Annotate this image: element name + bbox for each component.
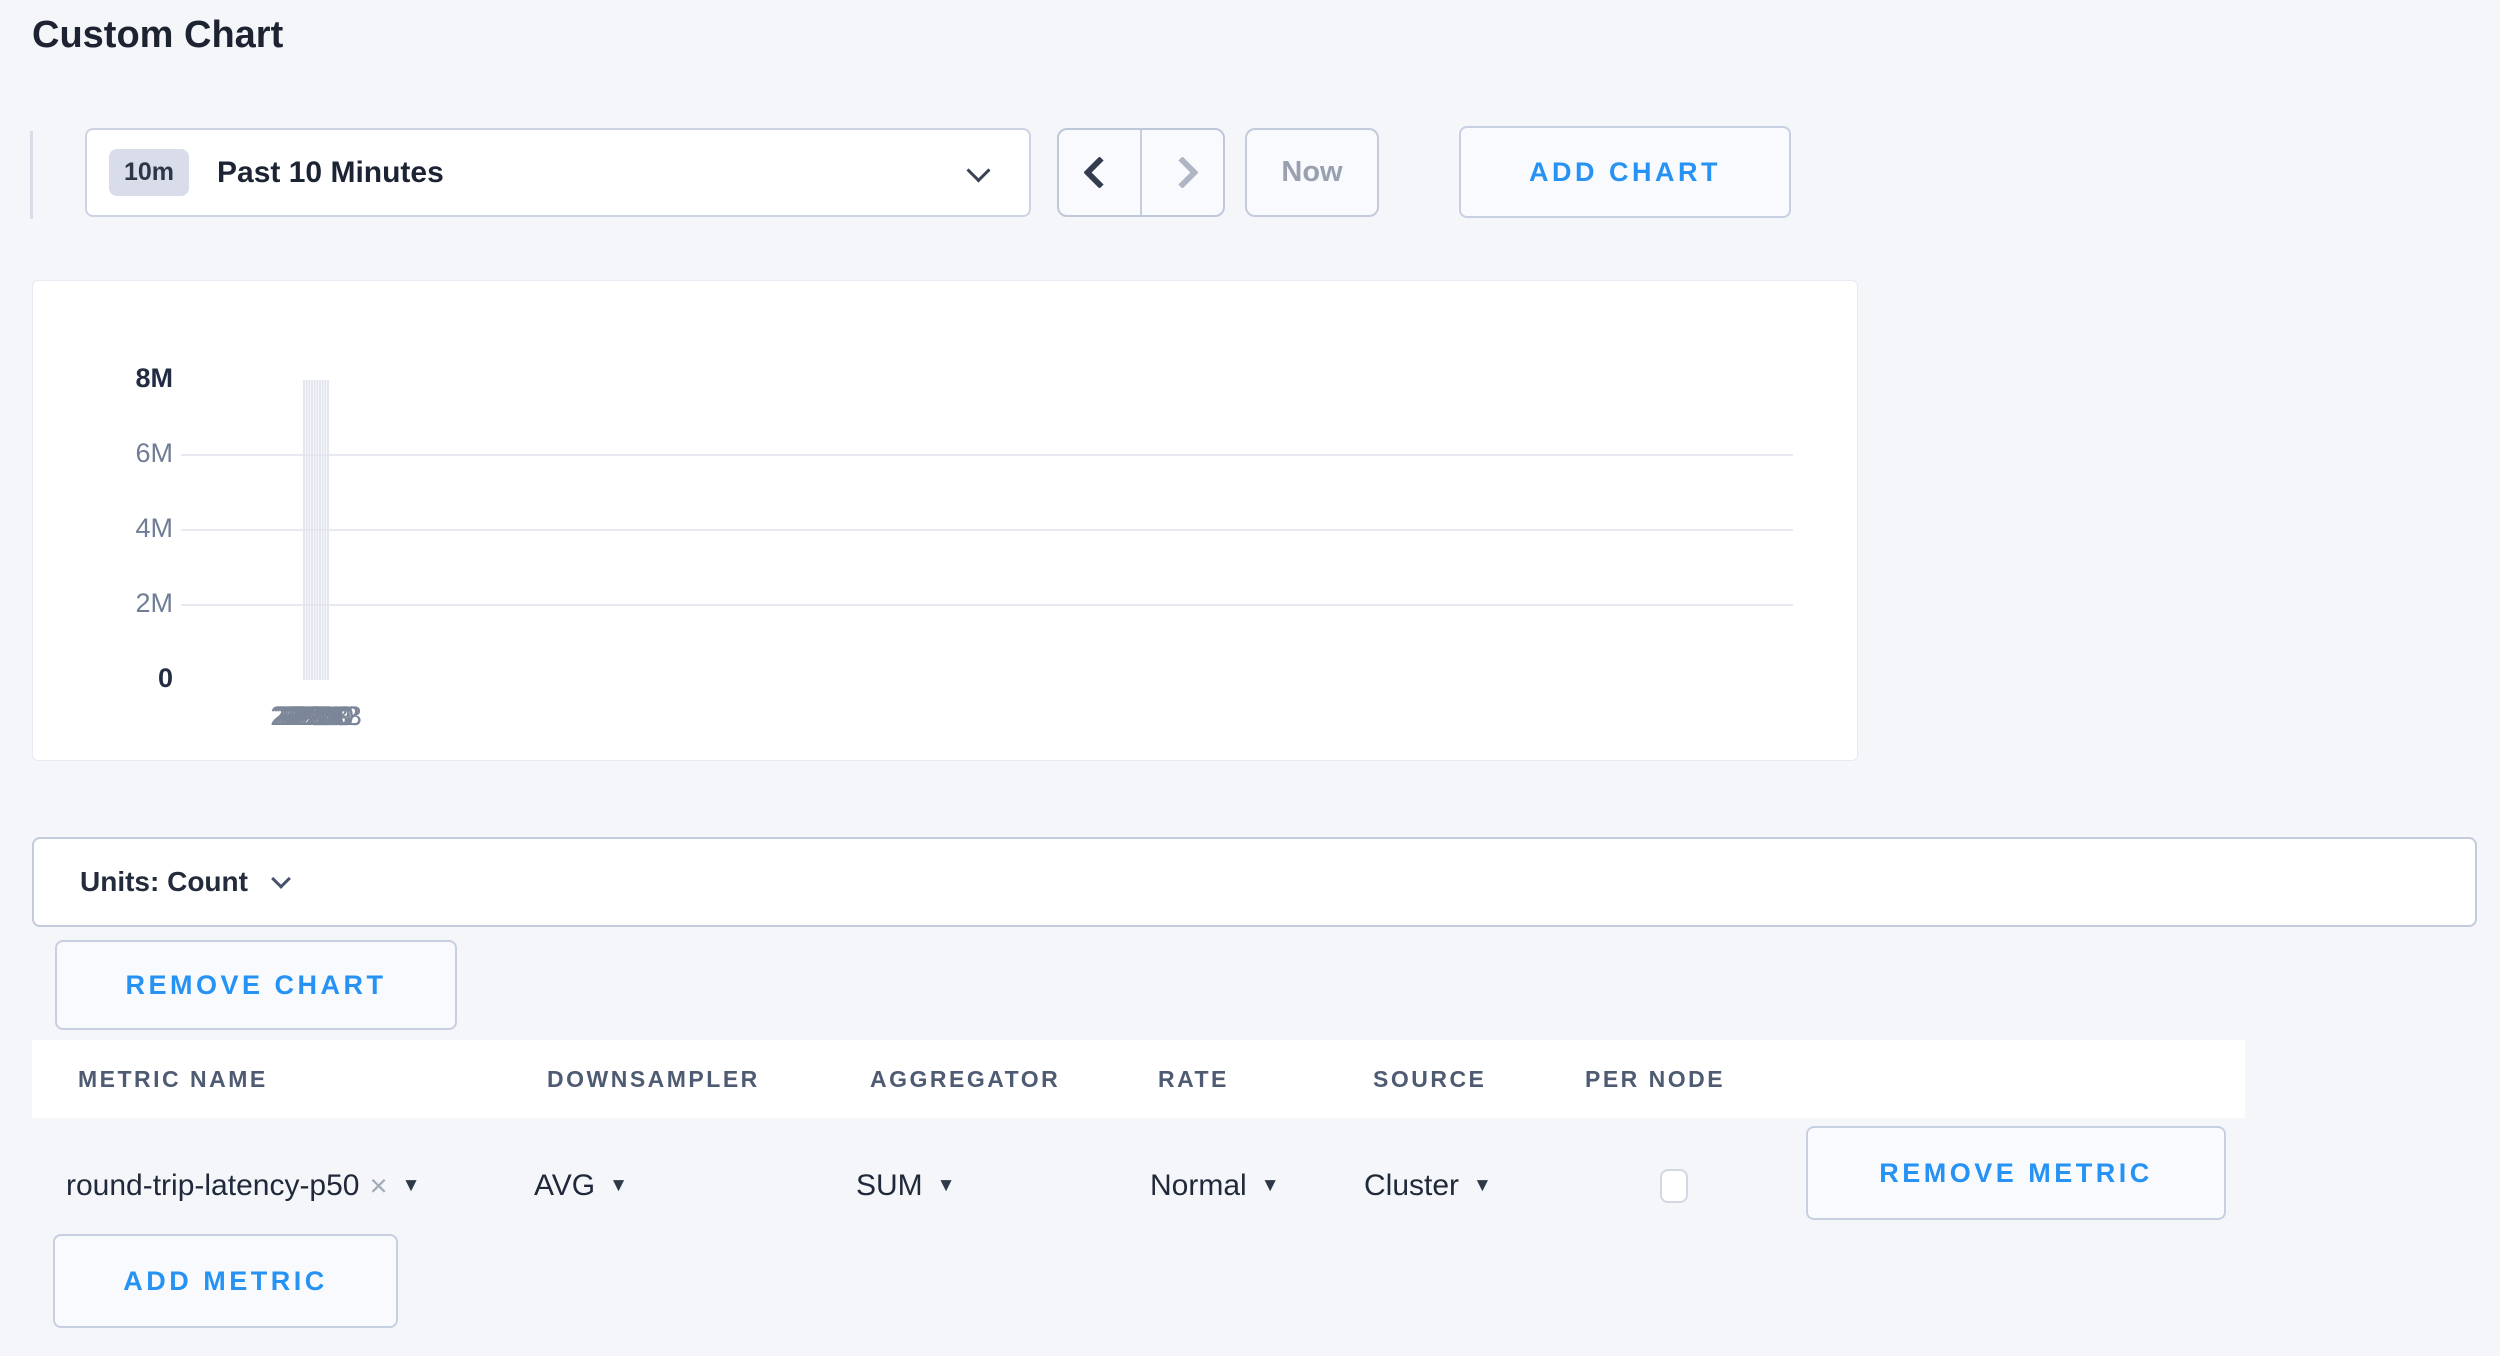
- metric-name-select[interactable]: round-trip-latency-p50 × ▼: [66, 1158, 420, 1214]
- svg-text:22:07: 22:07: [278, 701, 346, 731]
- metrics-chart[interactable]: 0 2M 4M 6M 8M 22:0422:0522:0622:0722:0822:092…: [33, 281, 1857, 760]
- svg-text:22:12: 22:12: [292, 701, 360, 731]
- column-metric-name: METRIC NAME: [78, 1065, 268, 1092]
- downsampler-value: AVG: [534, 1169, 596, 1202]
- per-node-checkbox[interactable]: [1660, 1169, 1688, 1203]
- source-select[interactable]: Cluster ▼: [1364, 1158, 1492, 1214]
- svg-text:4M: 4M: [135, 513, 173, 543]
- time-range-badge: 10m: [109, 149, 190, 196]
- time-nav-group: [1057, 128, 1225, 217]
- chevron-down-icon: [271, 869, 291, 889]
- units-label: Units: Count: [80, 866, 248, 897]
- column-source: SOURCE: [1373, 1065, 1487, 1092]
- svg-text:2M: 2M: [135, 588, 173, 618]
- downsampler-select[interactable]: AVG ▼: [534, 1158, 628, 1214]
- svg-text:22:04: 22:04: [270, 701, 338, 731]
- add-chart-button[interactable]: ADD CHART: [1459, 126, 1791, 218]
- svg-text:22:09: 22:09: [284, 701, 352, 731]
- chevron-down-icon: [966, 158, 991, 183]
- metrics-table-header: METRIC NAME DOWNSAMPLER AGGREGATOR RATE …: [32, 1040, 2245, 1118]
- time-range-select[interactable]: 10m Past 10 Minutes: [85, 128, 1031, 217]
- time-forward-button[interactable]: [1140, 130, 1223, 215]
- source-value: Cluster: [1364, 1169, 1460, 1202]
- aggregator-value: SUM: [856, 1169, 923, 1202]
- toolbar-divider: [30, 131, 33, 219]
- time-back-button[interactable]: [1059, 130, 1140, 215]
- caret-down-icon: ▼: [609, 1175, 628, 1196]
- rate-value: Normal: [1150, 1169, 1247, 1202]
- svg-text:22:06: 22:06: [276, 701, 344, 731]
- caret-down-icon: ▼: [936, 1175, 956, 1196]
- chart-card: 0 2M 4M 6M 8M 22:04 22:05 22:06 22:07 22:08 22:09 2…: [32, 280, 1858, 761]
- clear-metric-icon[interactable]: ×: [369, 1168, 388, 1203]
- column-downsampler: DOWNSAMPLER: [547, 1065, 760, 1092]
- svg-text:0: 0: [158, 663, 173, 693]
- svg-text:22:11: 22:11: [290, 701, 356, 731]
- column-per-node: PER NODE: [1585, 1065, 1726, 1092]
- page-title: Custom Chart: [32, 14, 284, 56]
- svg-text:22:05: 22:05: [273, 701, 341, 731]
- svg-text:22:13: 22:13: [294, 701, 362, 731]
- svg-text:22:08: 22:08: [281, 701, 349, 731]
- remove-metric-button[interactable]: REMOVE METRIC: [1806, 1126, 2226, 1220]
- chevron-right-icon: [1166, 156, 1199, 189]
- remove-chart-button[interactable]: REMOVE CHART: [55, 940, 457, 1030]
- svg-text:22:10: 22:10: [286, 701, 354, 731]
- units-select[interactable]: Units: Count: [32, 837, 2477, 927]
- chevron-left-icon: [1083, 156, 1116, 189]
- caret-down-icon: ▼: [1473, 1175, 1492, 1196]
- metric-row: round-trip-latency-p50 × ▼ AVG ▼ SUM ▼ N…: [0, 1126, 2500, 1220]
- svg-text:8M: 8M: [135, 363, 173, 393]
- caret-down-icon: ▼: [401, 1175, 421, 1196]
- rate-select[interactable]: Normal ▼: [1150, 1158, 1280, 1214]
- caret-down-icon: ▼: [1260, 1175, 1280, 1196]
- column-aggregator: AGGREGATOR: [870, 1065, 1061, 1092]
- aggregator-select[interactable]: SUM ▼: [856, 1158, 955, 1214]
- metric-name-value: round-trip-latency-p50: [66, 1169, 360, 1202]
- column-rate: RATE: [1158, 1065, 1229, 1092]
- svg-text:6M: 6M: [135, 438, 173, 468]
- now-button[interactable]: Now: [1245, 128, 1379, 217]
- time-range-label: Past 10 Minutes: [217, 155, 444, 189]
- add-metric-button[interactable]: ADD METRIC: [53, 1234, 398, 1328]
